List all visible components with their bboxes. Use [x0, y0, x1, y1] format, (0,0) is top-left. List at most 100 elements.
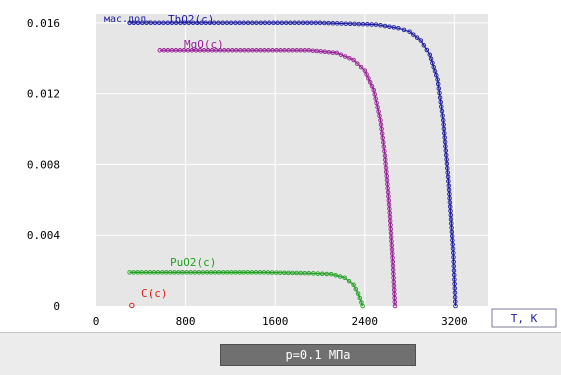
y-tick-label: 0.004 — [27, 229, 60, 242]
data-point-puo2-c — [357, 295, 363, 301]
data-point-mgo-c — [334, 50, 340, 56]
data-point-tho2-c — [173, 20, 179, 26]
data-point-tho2-c — [391, 25, 397, 30]
data-point-tho2-c — [441, 122, 446, 127]
data-point-tho2-c — [447, 204, 453, 209]
data-point-mgo-c — [388, 230, 394, 236]
data-point-tho2-c — [365, 22, 370, 27]
data-point-mgo-c — [390, 251, 395, 256]
data-point-tho2-c — [442, 135, 447, 140]
y-axis-label: мас.дол. — [104, 14, 152, 25]
data-point-tho2-c — [451, 255, 456, 260]
data-point-tho2-c — [418, 38, 424, 43]
data-point-mgo-c — [382, 148, 387, 154]
data-point-tho2-c — [195, 20, 200, 26]
data-point-tho2-c — [451, 250, 456, 256]
data-point-mgo-c — [384, 177, 390, 183]
data-point-tho2-c — [437, 95, 443, 100]
data-point-tho2-c — [144, 20, 149, 26]
data-point-tho2-c — [444, 157, 449, 162]
data-point-mgo-c — [386, 202, 392, 207]
data-point-tho2-c — [452, 294, 458, 300]
data-point-puo2-c — [196, 270, 202, 275]
chart-frame: 0 0.004 0.008 0.012 0.016 0 800 1600 2400 3200 мас… — [0, 0, 561, 332]
data-point-tho2-c — [233, 20, 238, 26]
data-point-puo2-c — [188, 270, 193, 275]
data-point-tho2-c — [427, 52, 433, 57]
series-label-mgo-c: MgO(c) — [184, 38, 224, 51]
data-point-tho2-c — [343, 21, 349, 26]
data-point-mgo-c — [386, 194, 391, 199]
data-point-mgo-c — [381, 140, 386, 145]
data-point-tho2-c — [435, 81, 441, 87]
data-point-tho2-c — [203, 20, 209, 26]
x-tick-label: 0 — [93, 315, 100, 328]
data-point-puo2-c — [333, 273, 338, 278]
data-point-puo2-c — [294, 270, 299, 276]
data-point-mgo-c — [375, 105, 380, 110]
x-tick-label: 1600 — [262, 315, 289, 328]
data-point-tho2-c — [431, 64, 436, 70]
data-point-tho2-c — [127, 20, 132, 26]
data-point-puo2-c — [355, 291, 361, 296]
data-point-tho2-c — [292, 20, 297, 26]
data-point-tho2-c — [438, 99, 443, 105]
data-point-mgo-c — [373, 96, 378, 101]
data-point-tho2-c — [450, 238, 455, 243]
data-point-puo2-c — [172, 270, 177, 275]
data-point-mgo-c — [385, 190, 391, 195]
data-point-tho2-c — [262, 20, 268, 26]
data-point-tho2-c — [451, 272, 457, 278]
data-point-tho2-c — [190, 20, 196, 26]
data-point-tho2-c — [326, 20, 331, 26]
data-point-tho2-c — [288, 20, 293, 26]
data-point-mgo-c — [379, 126, 384, 132]
data-point-tho2-c — [446, 187, 452, 193]
data-point-mgo-c — [382, 153, 388, 158]
data-point-tho2-c — [378, 23, 383, 28]
data-point-tho2-c — [373, 22, 379, 27]
x-axis-label: T, K — [511, 312, 538, 325]
data-point-tho2-c — [432, 68, 438, 74]
data-point-mgo-c — [384, 169, 389, 175]
series-label-c-c: C(c) — [141, 287, 168, 300]
y-tick-label: 0.008 — [27, 158, 60, 171]
data-point-puo2-c — [180, 270, 185, 275]
data-point-tho2-c — [449, 221, 454, 226]
data-point-tho2-c — [451, 268, 457, 273]
data-point-puo2-c — [302, 270, 307, 276]
data-point-mgo-c — [358, 64, 364, 70]
data-point-mgo-c — [378, 122, 384, 127]
data-point-tho2-c — [452, 281, 457, 287]
data-point-puo2-c — [143, 270, 149, 275]
data-point-tho2-c — [241, 20, 247, 26]
x-tick-label: 3200 — [441, 315, 468, 328]
data-point-mgo-c — [376, 109, 381, 114]
data-point-mgo-c — [351, 57, 356, 63]
data-point-tho2-c — [441, 126, 447, 132]
data-point-mgo-c — [387, 214, 393, 220]
data-point-tho2-c — [445, 170, 450, 175]
data-point-mgo-c — [392, 303, 398, 309]
data-point-mgo-c — [377, 113, 382, 119]
x-axis-label-box — [491, 308, 557, 328]
data-point-puo2-c — [286, 270, 291, 276]
data-point-mgo-c — [369, 83, 375, 89]
data-point-tho2-c — [245, 20, 251, 26]
data-point-tho2-c — [430, 60, 435, 66]
data-point-puo2-c — [151, 270, 157, 275]
data-point-tho2-c — [186, 20, 192, 26]
data-point-tho2-c — [216, 20, 221, 26]
data-point-mgo-c — [387, 206, 392, 211]
data-point-tho2-c — [447, 196, 452, 201]
data-point-puo2-c — [127, 270, 132, 275]
data-point-puo2-c — [328, 271, 334, 277]
data-point-tho2-c — [169, 20, 175, 26]
data-point-mgo-c — [385, 185, 390, 191]
data-point-mgo-c — [366, 76, 371, 81]
data-point-mgo-c — [157, 48, 163, 53]
data-point-mgo-c — [383, 165, 389, 171]
data-point-puo2-c — [315, 271, 321, 276]
data-point-tho2-c — [448, 208, 453, 214]
data-point-tho2-c — [237, 20, 242, 26]
